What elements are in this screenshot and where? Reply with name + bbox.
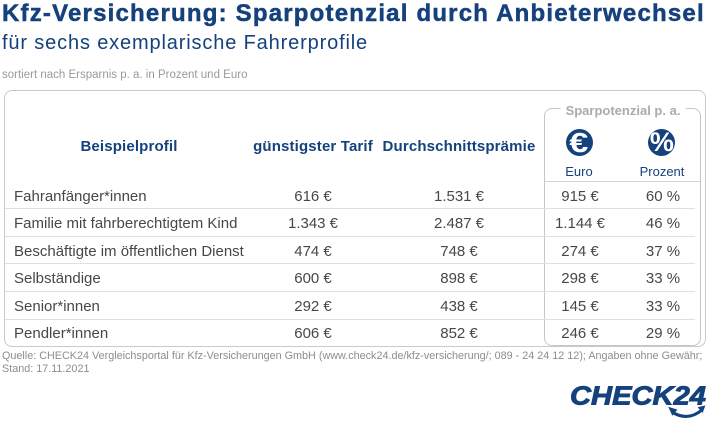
svg-text:CHECK24: CHECK24 — [570, 382, 707, 411]
